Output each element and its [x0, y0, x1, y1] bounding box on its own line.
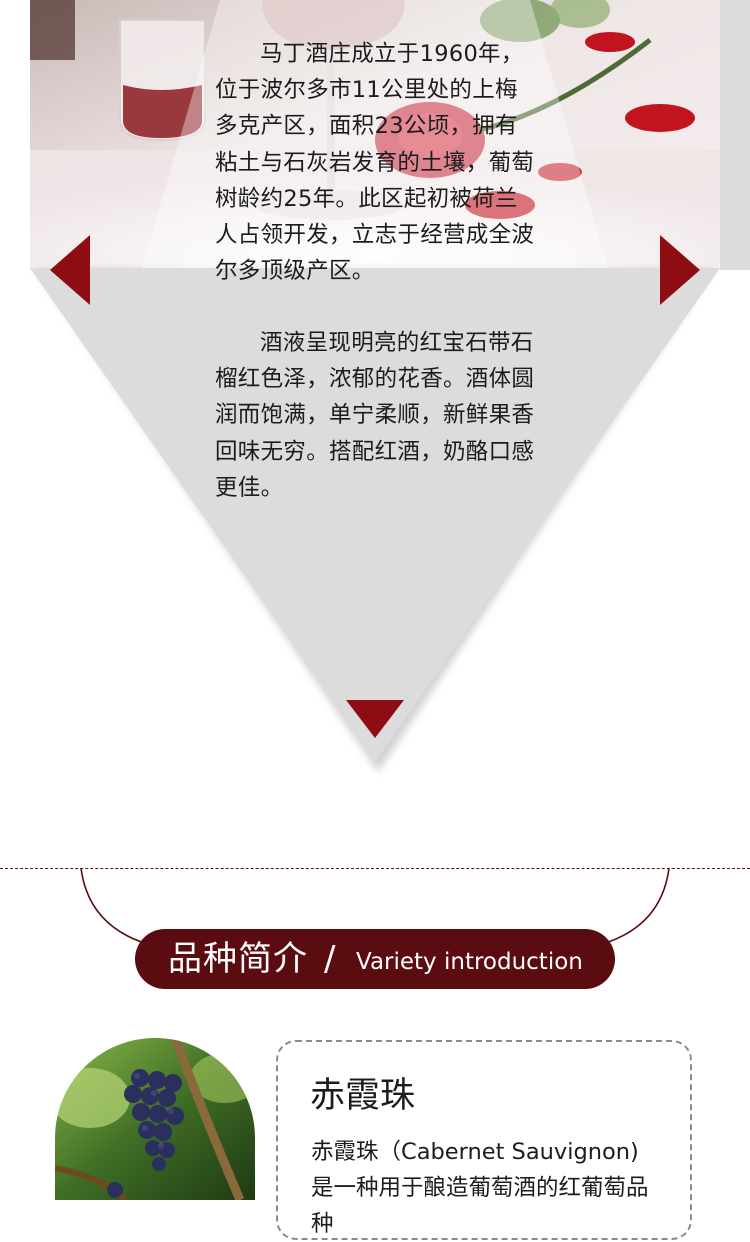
hero-graphic [30, 0, 750, 772]
wine-tasting-paragraph: 酒液呈现明亮的红宝石带石榴红色泽，浓郁的花香。酒体圆润而饱满，单宁柔顺，新鲜果香… [215, 330, 535, 501]
section-divider [0, 868, 750, 869]
section-title-en: Variety introduction [356, 949, 583, 975]
variety-description: 赤霞珠（Cabernet Sauvignon)是一种用于酿造葡萄酒的红葡萄品种 [311, 1139, 649, 1237]
variety-name: 赤霞珠 [310, 1076, 416, 1116]
section-title-pill [135, 929, 615, 989]
next-arrow-icon[interactable] [660, 235, 700, 305]
down-arrow-icon[interactable] [346, 700, 404, 738]
gray-triangle-panel [30, 268, 720, 762]
winery-hero: 马丁酒庄成立于1960年，位于波尔多市11公里处的上梅多克产区，面积23公顷，拥… [30, 0, 750, 772]
prev-arrow-icon[interactable] [50, 235, 90, 305]
section-title-cn: 品种简介 [168, 939, 308, 979]
section-title-separator: / [324, 939, 336, 979]
grape-photo [55, 1038, 255, 1200]
wine-photo [30, 0, 750, 270]
winery-history-paragraph: 马丁酒庄成立于1960年，位于波尔多市11公里处的上梅多克产区，面积23公顷，拥… [215, 41, 535, 285]
